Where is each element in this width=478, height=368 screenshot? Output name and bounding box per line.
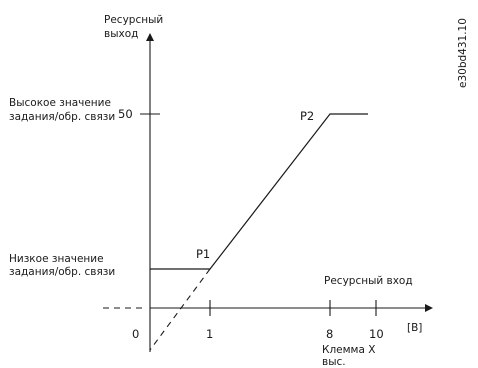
x-axis-title: Ресурсный вход bbox=[324, 275, 413, 287]
y-axis-title-line2: выход bbox=[104, 28, 138, 40]
high-reference-label-line2: задания/обр. связи bbox=[9, 111, 115, 123]
y-axis-title: Ресурсный bbox=[104, 14, 163, 26]
point-p1-label: P1 bbox=[196, 247, 210, 261]
x-tick-label-1: 1 bbox=[206, 327, 213, 341]
x-tick-label-0: 0 bbox=[132, 327, 139, 341]
scaling-curve bbox=[150, 113, 368, 270]
low-reference-label: Низкое значение bbox=[9, 253, 104, 265]
extrapolation-dashed-line bbox=[149, 268, 211, 351]
point-p2-label: P2 bbox=[300, 109, 314, 123]
x-axis-unit: [В] bbox=[407, 322, 422, 334]
x-tick-label-8: 8 bbox=[326, 327, 333, 341]
high-reference-label: Высокое значение bbox=[9, 97, 111, 109]
figure-id: e30bd431.10 bbox=[457, 18, 469, 88]
x-tick-label-10: 10 bbox=[369, 327, 384, 341]
terminal-label: Клемма X bbox=[322, 344, 375, 356]
y-tick-label-50: 50 bbox=[118, 107, 133, 121]
terminal-label-line2: выс. bbox=[322, 356, 346, 368]
low-reference-label-line2: задания/обр. связи bbox=[9, 266, 115, 278]
